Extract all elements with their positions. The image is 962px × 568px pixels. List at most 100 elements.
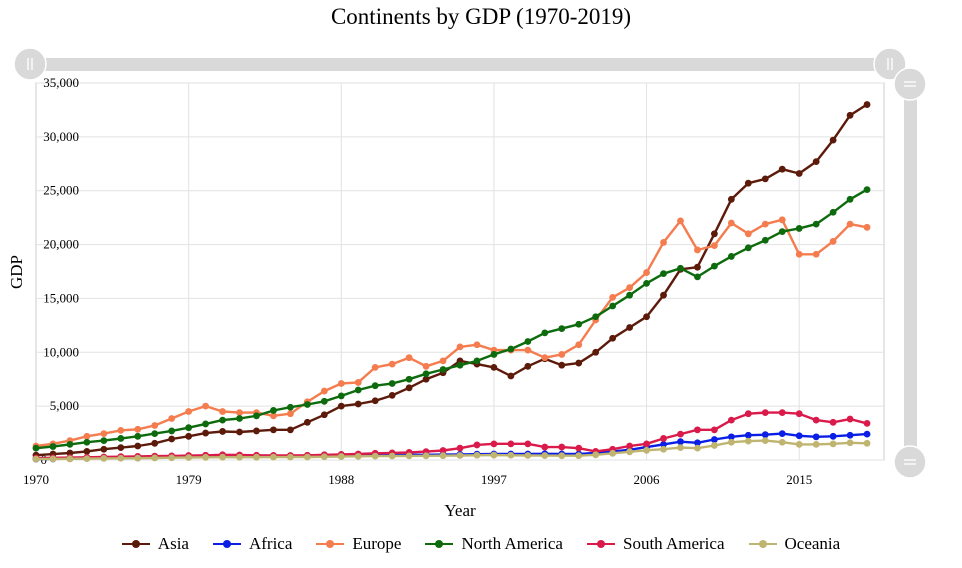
data-point[interactable] bbox=[609, 449, 617, 457]
data-point[interactable] bbox=[795, 170, 803, 177]
data-point[interactable] bbox=[134, 454, 142, 462]
data-point[interactable] bbox=[287, 410, 294, 418]
data-point[interactable] bbox=[253, 427, 260, 435]
data-point[interactable] bbox=[100, 454, 108, 462]
data-point[interactable] bbox=[812, 440, 820, 448]
data-point[interactable] bbox=[405, 452, 413, 460]
vertical-zoom-track[interactable] bbox=[904, 84, 917, 462]
data-point[interactable] bbox=[778, 216, 786, 224]
data-point[interactable] bbox=[388, 391, 396, 399]
data-point[interactable] bbox=[694, 426, 701, 434]
data-point[interactable] bbox=[83, 455, 91, 462]
data-point[interactable] bbox=[151, 422, 159, 429]
data-point[interactable] bbox=[694, 439, 701, 447]
data-point[interactable] bbox=[337, 380, 345, 387]
horizontal-zoom-handle-right[interactable] bbox=[873, 47, 907, 81]
data-point[interactable] bbox=[694, 246, 701, 254]
data-point[interactable] bbox=[744, 410, 752, 418]
data-point[interactable] bbox=[677, 438, 684, 446]
data-point[interactable] bbox=[117, 444, 125, 452]
data-point[interactable] bbox=[609, 302, 617, 310]
data-point[interactable] bbox=[744, 179, 752, 187]
data-point[interactable] bbox=[524, 452, 532, 459]
data-point[interactable] bbox=[727, 433, 735, 441]
data-point[interactable] bbox=[253, 453, 260, 461]
data-point[interactable] bbox=[303, 453, 311, 461]
data-point[interactable] bbox=[829, 136, 837, 144]
legend-item-africa[interactable]: Africa bbox=[212, 534, 292, 554]
data-point[interactable] bbox=[439, 452, 447, 460]
data-point[interactable] bbox=[846, 195, 854, 203]
data-point[interactable] bbox=[829, 440, 837, 448]
data-point[interactable] bbox=[812, 250, 820, 258]
data-point[interactable] bbox=[660, 291, 667, 299]
data-point[interactable] bbox=[168, 427, 176, 435]
data-point[interactable] bbox=[609, 293, 617, 301]
data-point[interactable] bbox=[711, 426, 718, 434]
data-point[interactable] bbox=[507, 451, 515, 459]
data-point[interactable] bbox=[253, 412, 260, 420]
data-point[interactable] bbox=[456, 452, 464, 459]
data-point[interactable] bbox=[185, 408, 193, 415]
data-point[interactable] bbox=[456, 444, 464, 452]
data-point[interactable] bbox=[337, 402, 345, 410]
data-point[interactable] bbox=[219, 408, 226, 415]
data-point[interactable] bbox=[761, 236, 769, 244]
horizontal-zoom-track[interactable] bbox=[30, 58, 890, 71]
data-point[interactable] bbox=[507, 372, 515, 380]
legend-item-south-america[interactable]: South America bbox=[586, 534, 725, 554]
data-point[interactable] bbox=[846, 431, 854, 439]
data-point[interactable] bbox=[490, 363, 498, 371]
data-point[interactable] bbox=[473, 441, 481, 449]
data-point[interactable] bbox=[694, 444, 701, 452]
data-point[interactable] bbox=[795, 410, 803, 418]
data-point[interactable] bbox=[795, 225, 803, 232]
data-point[interactable] bbox=[575, 359, 583, 367]
data-point[interactable] bbox=[473, 357, 481, 365]
data-point[interactable] bbox=[32, 444, 40, 452]
data-point[interactable] bbox=[863, 101, 871, 108]
data-point[interactable] bbox=[456, 343, 464, 351]
data-point[interactable] bbox=[32, 455, 40, 463]
data-point[interactable] bbox=[490, 351, 498, 358]
legend-item-asia[interactable]: Asia bbox=[121, 534, 189, 554]
data-point[interactable] bbox=[829, 432, 837, 440]
data-point[interactable] bbox=[575, 444, 583, 452]
data-point[interactable] bbox=[371, 397, 379, 405]
data-point[interactable] bbox=[677, 264, 684, 272]
data-point[interactable] bbox=[592, 313, 600, 321]
data-point[interactable] bbox=[829, 208, 837, 216]
data-point[interactable] bbox=[490, 440, 498, 448]
data-point[interactable] bbox=[541, 354, 549, 362]
data-point[interactable] bbox=[778, 228, 786, 236]
data-point[interactable] bbox=[473, 341, 481, 349]
data-point[interactable] bbox=[270, 412, 277, 420]
data-point[interactable] bbox=[863, 223, 871, 231]
data-point[interactable] bbox=[371, 382, 379, 390]
data-point[interactable] bbox=[134, 432, 142, 440]
data-point[interactable] bbox=[168, 435, 176, 443]
data-point[interactable] bbox=[677, 430, 684, 438]
data-point[interactable] bbox=[270, 426, 277, 434]
data-point[interactable] bbox=[151, 430, 159, 438]
legend-item-oceania[interactable]: Oceania bbox=[748, 534, 840, 554]
data-point[interactable] bbox=[422, 452, 430, 460]
legend-item-europe[interactable]: Europe bbox=[316, 534, 401, 554]
data-point[interactable] bbox=[727, 253, 735, 260]
data-point[interactable] bbox=[778, 430, 786, 438]
data-point[interactable] bbox=[744, 437, 752, 445]
data-point[interactable] bbox=[541, 452, 549, 459]
data-point[interactable] bbox=[185, 432, 193, 440]
data-point[interactable] bbox=[863, 419, 871, 427]
data-point[interactable] bbox=[660, 440, 667, 448]
data-point[interactable] bbox=[134, 442, 142, 450]
data-point[interactable] bbox=[524, 440, 532, 448]
data-point[interactable] bbox=[507, 345, 515, 353]
data-point[interactable] bbox=[236, 415, 243, 422]
data-point[interactable] bbox=[643, 269, 650, 276]
data-point[interactable] bbox=[846, 415, 854, 423]
data-point[interactable] bbox=[320, 411, 328, 419]
data-point[interactable] bbox=[558, 443, 566, 451]
data-point[interactable] bbox=[287, 403, 294, 411]
data-point[interactable] bbox=[354, 452, 362, 460]
